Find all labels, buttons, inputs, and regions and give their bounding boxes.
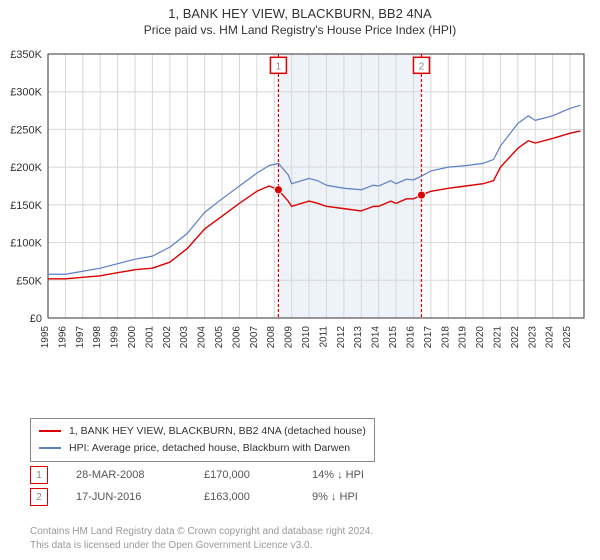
legend-swatch-2: [39, 447, 61, 449]
svg-text:2016: 2016: [405, 326, 416, 349]
svg-text:2022: 2022: [510, 326, 521, 349]
svg-text:£200K: £200K: [10, 162, 42, 174]
tx-delta-2: 9% ↓ HPI: [312, 491, 358, 503]
tx-marker-2: 2: [30, 488, 48, 506]
svg-text:£350K: £350K: [10, 49, 42, 61]
legend-item-2: HPI: Average price, detached house, Blac…: [39, 440, 366, 457]
legend-label-1: 1, BANK HEY VIEW, BLACKBURN, BB2 4NA (de…: [69, 423, 366, 440]
tx-delta-1: 14% ↓ HPI: [312, 469, 364, 481]
svg-text:2005: 2005: [214, 326, 225, 349]
tx-price-2: £163,000: [204, 491, 284, 503]
tx-marker-1: 1: [30, 466, 48, 484]
svg-text:1996: 1996: [57, 326, 68, 349]
svg-text:2019: 2019: [458, 326, 469, 349]
svg-text:2018: 2018: [440, 326, 451, 349]
svg-text:1997: 1997: [75, 326, 86, 349]
footer-line-2: This data is licensed under the Open Gov…: [30, 539, 373, 553]
svg-text:2023: 2023: [527, 326, 538, 349]
tx-date-2: 17-JUN-2016: [76, 491, 176, 503]
svg-text:2008: 2008: [266, 326, 277, 349]
svg-text:2003: 2003: [179, 326, 190, 349]
svg-text:1: 1: [276, 61, 282, 72]
svg-text:2012: 2012: [336, 326, 347, 349]
transactions-table: 1 28-MAR-2008 £170,000 14% ↓ HPI 2 17-JU…: [30, 464, 364, 508]
svg-text:2010: 2010: [301, 326, 312, 349]
svg-text:2001: 2001: [144, 326, 155, 349]
svg-text:1995: 1995: [40, 326, 51, 349]
svg-text:2004: 2004: [197, 326, 208, 349]
tx-price-1: £170,000: [204, 469, 284, 481]
legend-label-2: HPI: Average price, detached house, Blac…: [69, 440, 350, 457]
svg-text:2009: 2009: [284, 326, 295, 349]
svg-text:2007: 2007: [249, 326, 260, 349]
svg-text:2013: 2013: [353, 326, 364, 349]
svg-text:2025: 2025: [562, 326, 573, 349]
svg-text:£150K: £150K: [10, 200, 42, 212]
svg-text:2015: 2015: [388, 326, 399, 349]
footer-attribution: Contains HM Land Registry data © Crown c…: [30, 525, 373, 552]
svg-text:2020: 2020: [475, 326, 486, 349]
svg-text:2021: 2021: [492, 326, 503, 349]
legend: 1, BANK HEY VIEW, BLACKBURN, BB2 4NA (de…: [30, 418, 375, 462]
svg-text:2011: 2011: [318, 326, 329, 348]
svg-text:£250K: £250K: [10, 124, 42, 136]
table-row: 2 17-JUN-2016 £163,000 9% ↓ HPI: [30, 486, 364, 508]
svg-text:£300K: £300K: [10, 87, 42, 99]
svg-text:2000: 2000: [127, 326, 138, 349]
svg-text:1999: 1999: [110, 326, 121, 349]
title-line-2: Price paid vs. HM Land Registry's House …: [0, 23, 600, 37]
svg-text:2017: 2017: [423, 326, 434, 349]
svg-text:£0: £0: [30, 313, 42, 325]
svg-text:£50K: £50K: [16, 275, 42, 287]
svg-text:2006: 2006: [231, 326, 242, 349]
chart-titles: 1, BANK HEY VIEW, BLACKBURN, BB2 4NA Pri…: [0, 0, 600, 37]
table-row: 1 28-MAR-2008 £170,000 14% ↓ HPI: [30, 464, 364, 486]
legend-swatch-1: [39, 430, 61, 432]
legend-item-1: 1, BANK HEY VIEW, BLACKBURN, BB2 4NA (de…: [39, 423, 366, 440]
line-chart-svg: £0 £50K £100K £150K £200K £250K £300K £350K 1995…: [0, 46, 600, 376]
svg-text:2024: 2024: [545, 326, 556, 349]
svg-text:2002: 2002: [162, 326, 173, 349]
svg-text:£100K: £100K: [10, 238, 42, 250]
footer-line-1: Contains HM Land Registry data © Crown c…: [30, 525, 373, 539]
svg-text:2: 2: [419, 61, 425, 72]
svg-text:1998: 1998: [92, 326, 103, 349]
title-line-1: 1, BANK HEY VIEW, BLACKBURN, BB2 4NA: [0, 6, 600, 21]
tx-date-1: 28-MAR-2008: [76, 469, 176, 481]
chart-area: £0 £50K £100K £150K £200K £250K £300K £350K 1995…: [0, 46, 600, 376]
svg-text:2014: 2014: [371, 326, 382, 349]
